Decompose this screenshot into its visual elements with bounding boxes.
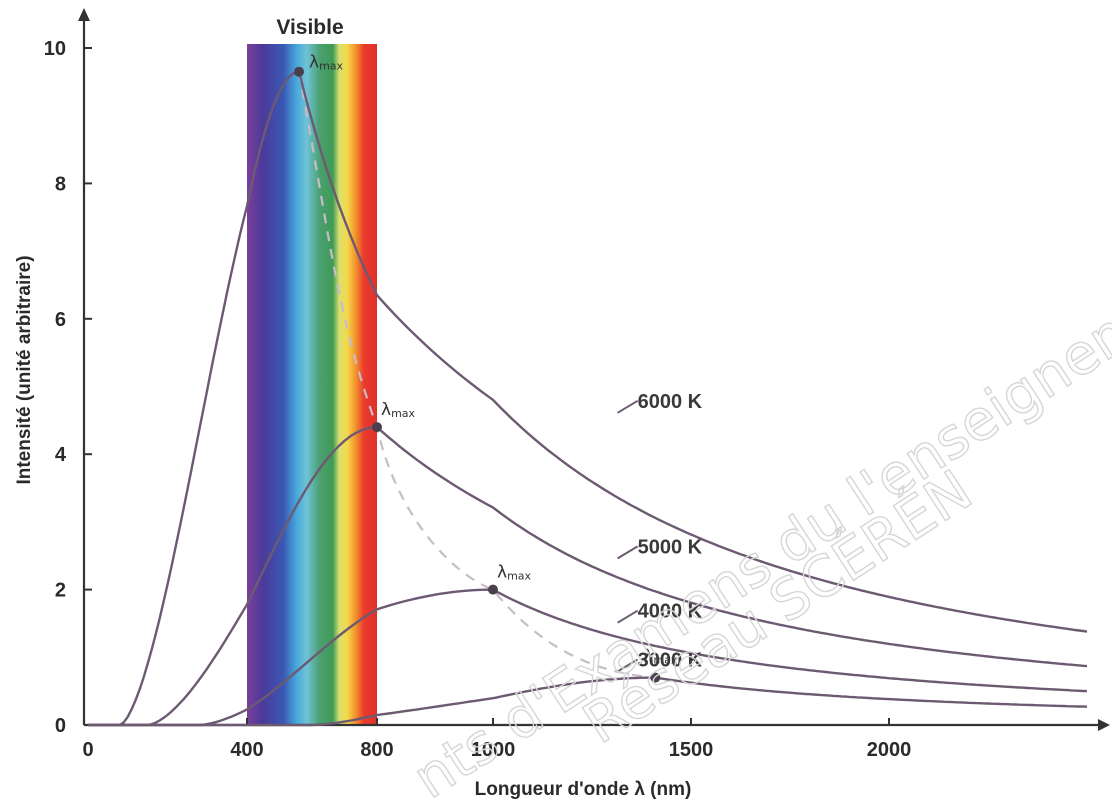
series-label: 3000 K — [638, 649, 703, 671]
lambda-max-label: λmax — [381, 400, 416, 420]
visible-band-label: Visible — [276, 16, 343, 39]
y-tick-label: 6 — [55, 309, 66, 331]
peak-marker — [372, 422, 382, 433]
lambda-max-label: λmax — [643, 647, 678, 667]
y-axis-arrow — [78, 8, 90, 21]
peak-markers: λmax λmax λmax λmax — [294, 53, 678, 683]
x-tick-labels: 0 400 800 1000 1500 2000 — [82, 739, 911, 761]
curve-5000k — [88, 425, 1088, 727]
x-tick-label: 0 — [82, 739, 93, 761]
wien-peak-locus — [297, 71, 656, 679]
y-tick-label: 10 — [44, 38, 66, 60]
x-tick-label: 1000 — [471, 739, 516, 761]
series-label-leader — [617, 545, 639, 560]
axes — [78, 8, 1110, 731]
y-tick-label: 2 — [55, 580, 66, 602]
curve-6000k — [88, 70, 1088, 727]
curve-4000k — [88, 588, 1088, 727]
lambda-max-label: λmax — [497, 563, 532, 583]
series-label: 5000 K — [638, 536, 703, 558]
y-tick-label: 4 — [55, 444, 67, 466]
y-axis-title: Intensité (unité arbitraire) — [14, 255, 35, 484]
x-axis-arrow — [1098, 719, 1110, 731]
series-labels: 6000 K 5000 K 4000 K 3000 K — [617, 391, 703, 673]
visible-spectrum-band — [247, 44, 377, 725]
series-label-leader — [617, 399, 639, 414]
peak-marker — [650, 672, 661, 683]
peak-marker — [294, 66, 304, 77]
x-tick-label: 1500 — [669, 739, 714, 761]
series-label-leader — [617, 658, 639, 673]
y-tick-label: 8 — [55, 173, 66, 195]
lambda-max-label: λmax — [309, 53, 344, 73]
y-tick-label: 0 — [55, 715, 66, 737]
x-tick-label: 400 — [230, 739, 263, 761]
peak-marker — [488, 584, 498, 595]
curve-3000k — [88, 676, 1088, 727]
x-tick-label: 2000 — [867, 739, 912, 761]
x-tick-label: 800 — [360, 739, 393, 761]
series-label: 4000 K — [638, 601, 703, 623]
series-label-leader — [617, 609, 639, 624]
x-axis-title: Longueur d'onde λ (nm) — [475, 779, 692, 800]
series-label: 6000 K — [638, 391, 703, 413]
watermark-text-1: nts d'Examens du l'enseignement profess — [402, 119, 1112, 806]
y-tick-labels: 0 2 4 6 8 10 — [44, 38, 67, 737]
curves — [88, 70, 1088, 727]
